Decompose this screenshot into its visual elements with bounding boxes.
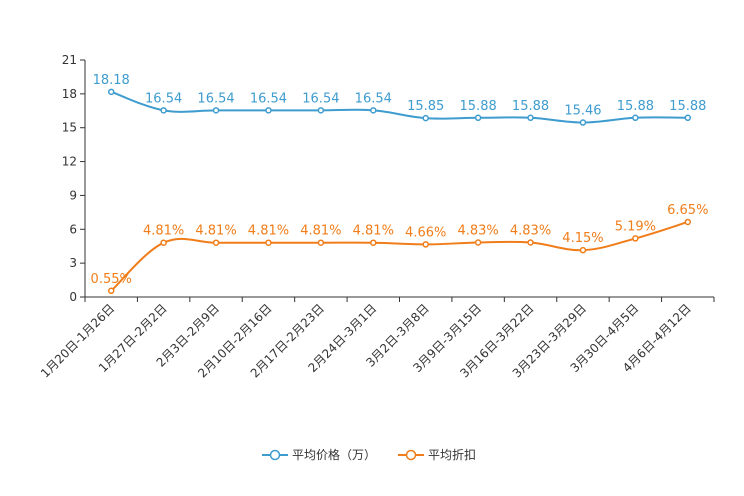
legend-label: 平均价格（万） (292, 447, 376, 462)
data-point (527, 239, 534, 246)
y-tick-label: 12 (62, 155, 77, 169)
legend-item-1[interactable]: 平均折扣 (398, 447, 476, 462)
y-tick-label: 9 (69, 188, 77, 202)
data-label: 16.54 (145, 91, 182, 106)
data-point (370, 239, 377, 246)
legend-item-0[interactable]: 平均价格（万） (262, 447, 376, 462)
data-label: 15.88 (460, 99, 497, 114)
data-label: 0.55% (91, 272, 132, 287)
data-point (422, 241, 429, 248)
data-point (422, 114, 429, 122)
data-point (632, 235, 639, 242)
data-point (160, 239, 167, 246)
data-label: 15.88 (669, 99, 706, 114)
data-label: 4.81% (300, 224, 341, 239)
data-label: 15.88 (512, 99, 549, 114)
data-point (212, 107, 220, 114)
data-point (632, 114, 639, 122)
data-point (107, 287, 115, 295)
data-label: 6.65% (667, 203, 708, 218)
data-label: 4.83% (510, 223, 551, 238)
series-layer: 18.18 16.54 16.54 16.54 16.54 16.54 15.85 15.88… (91, 73, 708, 295)
data-label: 4.83% (457, 223, 498, 238)
data-label: 15.46 (564, 104, 601, 119)
data-label: 4.81% (248, 224, 289, 239)
data-label: 4.15% (562, 231, 603, 246)
data-point (474, 114, 482, 122)
series-0: 18.18 16.54 16.54 16.54 16.54 16.54 15.85 15.88… (93, 73, 706, 126)
y-tick-label: 18 (62, 87, 77, 101)
data-label: 5.19% (615, 219, 656, 234)
data-label: 16.54 (250, 91, 287, 106)
legend-marker-icon (269, 449, 281, 461)
data-label: 16.54 (355, 91, 392, 106)
series-line (110, 220, 689, 292)
data-label: 15.88 (617, 99, 654, 114)
data-point (370, 107, 377, 114)
data-point (317, 239, 325, 246)
data-point (160, 107, 167, 114)
y-tick-label: 21 (62, 53, 77, 67)
data-point (579, 119, 587, 126)
data-label: 16.54 (302, 91, 339, 106)
data-label: 4.81% (143, 224, 184, 239)
legend-marker-icon (405, 449, 417, 461)
data-label: 4.81% (195, 224, 236, 239)
y-tick-label: 6 (69, 222, 77, 236)
data-point (474, 239, 482, 246)
series-line (110, 90, 688, 124)
y-axis: 0 3 6 9 12 15 18 21 (62, 53, 86, 304)
data-label: 4.66% (405, 225, 446, 240)
data-label: 16.54 (197, 91, 234, 106)
y-tick-label: 3 (69, 256, 77, 270)
y-tick-label: 0 (69, 290, 77, 304)
data-point (107, 88, 115, 96)
series-1: 0.55% 4.81% 4.81% 4.81% 4.81% 4.81% 4.66% 4.83%… (91, 203, 708, 295)
data-label: 4.81% (353, 224, 394, 239)
legend[interactable]: 平均价格（万） 平均折扣 (262, 447, 476, 462)
data-point (265, 239, 272, 246)
data-label: 18.18 (93, 73, 130, 88)
data-point (579, 246, 587, 254)
data-point (684, 114, 692, 122)
data-point (684, 218, 692, 226)
data-point (317, 107, 325, 114)
data-point (265, 107, 272, 114)
legend-label: 平均折扣 (428, 447, 476, 462)
y-tick-label: 15 (62, 121, 77, 135)
data-label: 15.85 (407, 99, 444, 114)
data-point (527, 114, 534, 122)
data-point (212, 239, 220, 246)
x-axis: 1月20日-1月26日1月27日-2月2日2月3日-2月9日2月10日-2月16… (38, 296, 715, 381)
